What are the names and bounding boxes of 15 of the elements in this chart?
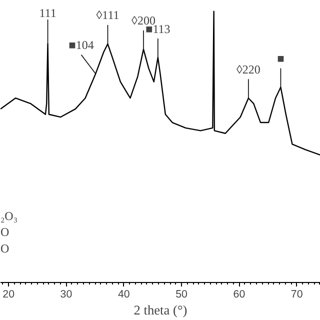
x-tick-label: 50 bbox=[176, 288, 188, 300]
annotation: 111 bbox=[39, 6, 56, 20]
annotation: O bbox=[0, 225, 10, 240]
annotation: ■104 bbox=[68, 38, 94, 52]
annotation: O bbox=[0, 241, 10, 256]
annotation: ◊220 bbox=[236, 62, 260, 76]
annotation: ◊111 bbox=[96, 8, 120, 22]
x-tick-label: 20 bbox=[2, 288, 15, 300]
x-axis-title: 2 theta (°) bbox=[134, 302, 188, 318]
x-tick-label: 60 bbox=[233, 288, 246, 300]
annotation: ■ bbox=[277, 52, 284, 66]
x-tick-label: 70 bbox=[290, 288, 303, 300]
x-tick-label: 40 bbox=[118, 288, 130, 300]
annotation: ₂O₃ bbox=[0, 208, 18, 223]
x-tick-label: 30 bbox=[60, 288, 72, 300]
